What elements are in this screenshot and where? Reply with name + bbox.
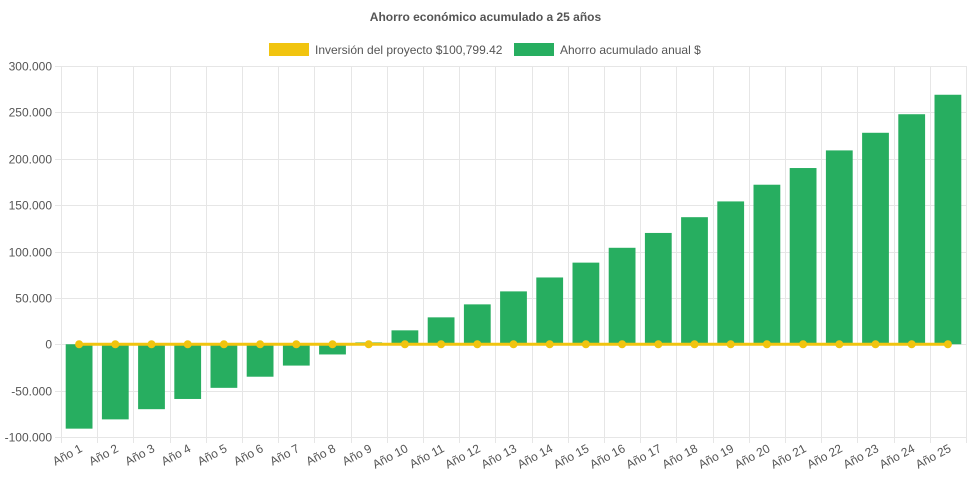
x-tick-label: Año 11 (407, 441, 447, 471)
savings-bar[interactable] (681, 217, 708, 345)
investment-point[interactable] (364, 340, 373, 349)
investment-point[interactable] (762, 340, 771, 349)
savings-bar[interactable] (825, 150, 853, 345)
investment-point[interactable] (618, 340, 627, 349)
x-tick-label: Año 9 (340, 441, 375, 468)
savings-bar[interactable] (174, 344, 202, 399)
x-tick-label: Año 6 (231, 441, 266, 468)
x-tick-label: Año 12 (443, 441, 483, 471)
x-tick-label: Año 10 (370, 441, 410, 471)
x-tick-label: Año 4 (159, 441, 194, 468)
savings-bar[interactable] (427, 317, 455, 345)
investment-point[interactable] (400, 340, 409, 349)
x-tick-label: Año 18 (660, 441, 700, 471)
investment-point[interactable] (545, 340, 554, 349)
y-tick-label: 100.000 (9, 246, 53, 260)
savings-bar[interactable] (65, 344, 93, 429)
legend-item-investment[interactable]: Inversión del proyecto $100,799.42 (269, 43, 503, 57)
savings-bar[interactable] (717, 201, 745, 345)
savings-bar[interactable] (282, 344, 310, 366)
savings-bar[interactable] (644, 232, 672, 345)
x-tick-label: Año 15 (551, 441, 591, 471)
savings-bar[interactable] (500, 291, 527, 345)
x-tick-label: Año 19 (696, 441, 736, 471)
y-tick-label: 50.000 (15, 292, 52, 306)
investment-point[interactable] (219, 340, 228, 349)
y-tick-label: -50.000 (11, 385, 52, 399)
x-tick-label: Año 17 (624, 441, 664, 471)
legend-swatch-investment (269, 43, 309, 56)
x-tick-label: Año 22 (805, 441, 845, 471)
savings-bar[interactable] (572, 262, 600, 345)
chart-title: Ahorro económico acumulado a 25 años (370, 10, 602, 24)
x-tick-label: Año 20 (732, 441, 772, 471)
x-tick-label: Año 5 (195, 441, 230, 468)
savings-bar[interactable] (934, 94, 962, 345)
investment-point[interactable] (690, 340, 699, 349)
investment-point[interactable] (75, 340, 84, 349)
investment-point[interactable] (183, 340, 192, 349)
y-tick-label: 0 (45, 338, 52, 352)
bars (65, 94, 962, 429)
x-tick-label: Año 2 (86, 441, 121, 468)
x-tick-label: Año 14 (515, 441, 555, 471)
savings-bar[interactable] (138, 344, 165, 410)
y-tick-label: -100.000 (5, 431, 53, 445)
x-tick-label: Año 25 (913, 441, 953, 471)
investment-line-layer (75, 340, 952, 349)
investment-point[interactable] (654, 340, 663, 349)
savings-bar[interactable] (101, 344, 129, 420)
x-tick-label: Año 3 (123, 441, 158, 468)
x-tick-label: Año 16 (587, 441, 627, 471)
y-tick-label: 300.000 (9, 60, 53, 74)
legend-swatch-savings (514, 43, 554, 56)
investment-point[interactable] (835, 340, 844, 349)
y-tick-label: 250.000 (9, 106, 53, 120)
savings-bar[interactable] (536, 277, 564, 345)
investment-point[interactable] (509, 340, 518, 349)
x-tick-label: Año 23 (841, 441, 881, 471)
savings-bar[interactable] (391, 330, 419, 345)
investment-point[interactable] (907, 340, 916, 349)
x-tick-label: Año 8 (304, 441, 339, 468)
y-axis-ticks: 300.000 250.000 200.000 150.000 100.000 50.00… (5, 60, 53, 445)
investment-point[interactable] (437, 340, 446, 349)
investment-point[interactable] (147, 340, 156, 349)
legend-label-savings: Ahorro acumulado anual $ (560, 43, 701, 57)
y-tick-label: 200.000 (9, 153, 53, 167)
savings-bar[interactable] (898, 114, 926, 345)
grid (55, 66, 967, 443)
x-tick-label: Año 21 (768, 441, 808, 471)
x-tick-label: Año 24 (877, 441, 917, 471)
investment-point[interactable] (473, 340, 482, 349)
investment-point[interactable] (256, 340, 265, 349)
savings-bar[interactable] (319, 344, 346, 355)
y-tick-label: 150.000 (9, 199, 53, 213)
legend-label-investment: Inversión del proyecto $100,799.42 (315, 43, 503, 57)
investment-point[interactable] (292, 340, 301, 349)
investment-point[interactable] (111, 340, 120, 349)
savings-bar[interactable] (862, 132, 889, 345)
investment-point[interactable] (943, 340, 952, 349)
legend: Inversión del proyecto $100,799.42 Ahorr… (269, 43, 701, 57)
savings-bar[interactable] (246, 344, 274, 377)
x-axis-ticks: Año 1 Año 2 Año 3 Año 4 Año 5 Año 6 Año 7 Año 8… (50, 441, 953, 471)
investment-point[interactable] (726, 340, 735, 349)
investment-point[interactable] (799, 340, 808, 349)
x-tick-label: Año 7 (267, 441, 302, 468)
savings-bar[interactable] (753, 184, 781, 345)
investment-point[interactable] (581, 340, 590, 349)
savings-bar[interactable] (463, 304, 491, 345)
legend-item-savings[interactable]: Ahorro acumulado anual $ (514, 43, 701, 57)
investment-point[interactable] (328, 340, 337, 349)
savings-bar[interactable] (210, 344, 238, 388)
savings-bar[interactable] (608, 247, 636, 345)
investment-point[interactable] (871, 340, 880, 349)
x-tick-label: Año 1 (50, 441, 85, 468)
x-tick-label: Año 13 (479, 441, 519, 471)
savings-bar[interactable] (789, 168, 817, 345)
